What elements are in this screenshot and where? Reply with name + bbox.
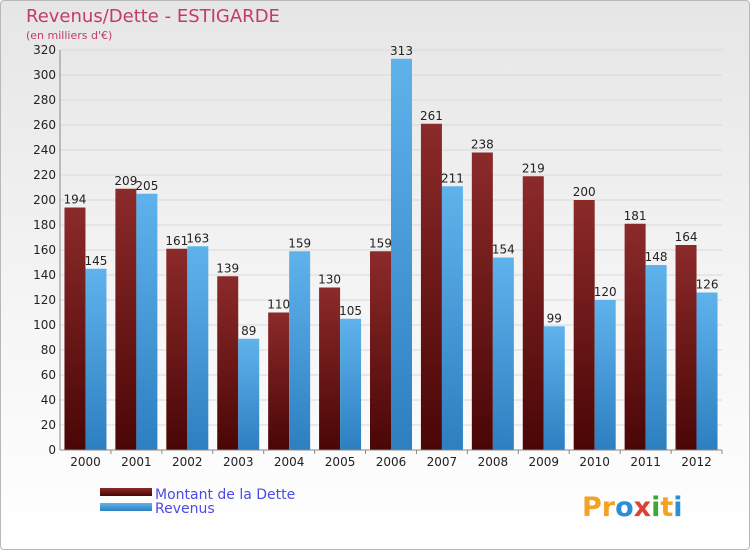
y-tick-label: 120 — [33, 293, 56, 307]
bar-dette — [166, 248, 188, 450]
data-label: 238 — [471, 138, 494, 152]
bar-revenus — [238, 338, 260, 450]
y-tick-label: 300 — [33, 68, 56, 82]
bar-revenus — [594, 300, 616, 450]
data-label: 159 — [288, 236, 311, 250]
bar-dette — [471, 152, 493, 450]
chart-title: Revenus/Dette - ESTIGARDE — [26, 6, 280, 27]
data-label: 181 — [624, 209, 647, 223]
x-tick-label: 2003 — [223, 455, 254, 469]
legend-swatch-revenus — [100, 503, 152, 511]
x-tick-label: 2001 — [121, 455, 152, 469]
data-label: 130 — [318, 273, 341, 287]
data-label: 105 — [339, 304, 362, 318]
legend: Montant de la Dette Revenus — [100, 487, 295, 517]
y-tick-label: 140 — [33, 268, 56, 282]
data-label: 261 — [420, 109, 443, 123]
x-tick-label: 2004 — [274, 455, 305, 469]
chart-subtitle: (en milliers d'€) — [26, 29, 112, 42]
bar-dette — [268, 312, 290, 450]
y-tick-label: 20 — [41, 418, 56, 432]
x-tick-label: 2009 — [528, 455, 559, 469]
bar-dette — [573, 200, 595, 450]
data-label: 110 — [267, 298, 290, 312]
bar-revenus — [85, 268, 107, 450]
y-tick-label: 280 — [33, 93, 56, 107]
data-label: 154 — [492, 243, 515, 257]
bar-dette — [522, 176, 544, 450]
x-tick-label: 2000 — [70, 455, 101, 469]
y-tick-label: 0 — [48, 443, 56, 457]
y-tick-label: 240 — [33, 143, 56, 157]
y-tick-label: 60 — [41, 368, 56, 382]
data-label: 164 — [675, 230, 698, 244]
bar-revenus — [187, 246, 209, 450]
data-label: 89 — [241, 324, 256, 338]
bar-dette — [319, 287, 341, 450]
bar-dette — [64, 207, 86, 450]
legend-label-revenus: Revenus — [155, 501, 215, 517]
data-label: 211 — [441, 171, 464, 185]
y-tick-label: 40 — [41, 393, 56, 407]
data-label: 313 — [390, 44, 413, 58]
legend-swatch-debt — [100, 488, 152, 496]
bar-revenus — [492, 257, 514, 450]
bar-revenus — [340, 318, 362, 450]
data-label: 159 — [369, 236, 392, 250]
y-tick-label: 100 — [33, 318, 56, 332]
bar-revenus — [543, 326, 565, 450]
data-label: 194 — [64, 193, 87, 207]
y-tick-label: 200 — [33, 193, 56, 207]
x-tick-label: 2012 — [681, 455, 712, 469]
axes: 0 20 40 60 80 100 120 140 160 180 200 220 240 260 280 3… — [33, 43, 723, 469]
bar-dette — [370, 251, 391, 450]
data-label: 209 — [114, 174, 137, 188]
x-tick-label: 2011 — [630, 455, 661, 469]
bar-dette — [675, 245, 697, 450]
proxiti-logo: Proxiti — [582, 492, 683, 523]
bar-revenus — [136, 193, 158, 450]
data-label: 145 — [85, 254, 108, 268]
x-tick-label: 2002 — [172, 455, 203, 469]
y-tick-label: 180 — [33, 218, 56, 232]
y-tick-label: 160 — [33, 243, 56, 257]
data-label: 139 — [216, 261, 239, 275]
x-tick-label: 2007 — [427, 455, 458, 469]
bar-dette — [420, 123, 442, 450]
bar-dette — [624, 223, 646, 450]
bar-revenus — [441, 186, 463, 450]
bar-revenus — [645, 265, 667, 450]
data-label: 219 — [522, 161, 545, 175]
data-label: 163 — [186, 231, 209, 245]
data-label: 161 — [165, 234, 188, 248]
data-label: 126 — [696, 278, 719, 292]
bar-revenus — [289, 251, 311, 450]
data-label: 200 — [573, 185, 596, 199]
bar-dette — [115, 188, 137, 450]
y-tick-label: 260 — [33, 118, 56, 132]
data-label: 148 — [645, 250, 668, 264]
y-tick-label: 80 — [41, 343, 56, 357]
legend-label-debt: Montant de la Dette — [155, 487, 295, 503]
bar-dette — [217, 276, 239, 450]
x-tick-label: 2005 — [325, 455, 356, 469]
y-tick-label: 320 — [33, 43, 56, 57]
bar-revenus — [391, 58, 412, 450]
y-tick-label: 220 — [33, 168, 56, 182]
x-tick-label: 2010 — [579, 455, 610, 469]
x-tick-label: 2008 — [478, 455, 509, 469]
bars — [64, 58, 718, 450]
x-tick-label: 2006 — [376, 455, 407, 469]
data-label: 120 — [594, 285, 617, 299]
bar-revenus — [696, 292, 718, 450]
data-label: 205 — [135, 179, 158, 193]
data-label: 99 — [547, 311, 562, 325]
